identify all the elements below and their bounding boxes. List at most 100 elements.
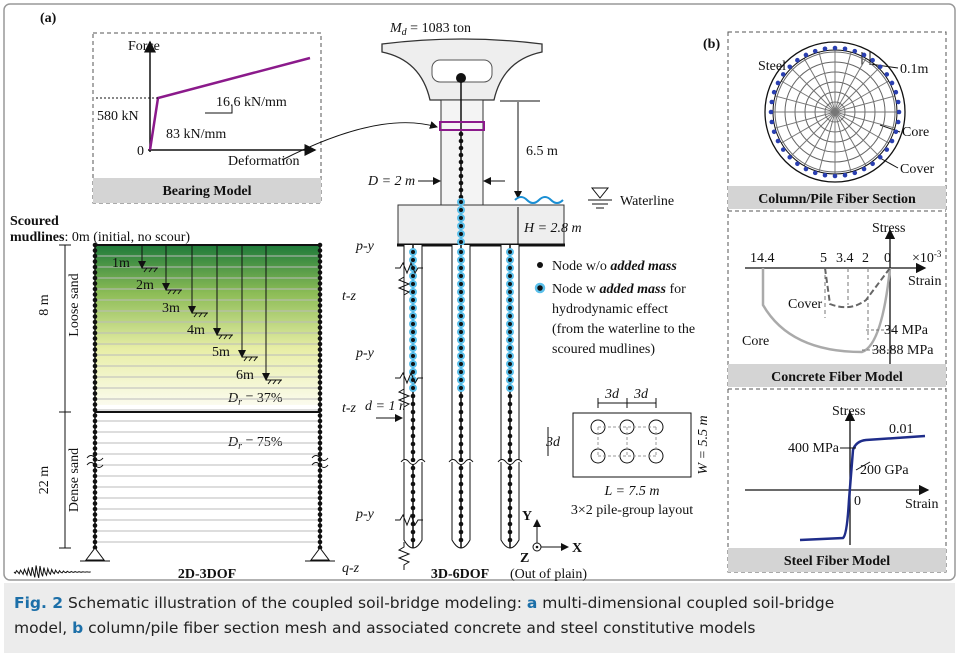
node — [411, 410, 416, 415]
node — [507, 313, 513, 319]
node — [93, 248, 98, 253]
node — [459, 530, 464, 535]
node — [93, 490, 98, 495]
steel-fiber — [804, 53, 809, 58]
node — [318, 512, 323, 517]
panel-b: Column/Pile Fiber Section Steel 0.1m Cor… — [728, 32, 946, 572]
legend-text: Node w — [552, 282, 599, 297]
node — [93, 419, 98, 424]
steel-fiber — [769, 120, 774, 125]
yield-label: 580 kN — [97, 109, 139, 124]
node — [318, 375, 323, 380]
steel-fiber — [795, 161, 800, 166]
layout-title: 3×2 pile-group layout — [571, 503, 693, 518]
page: (a) (b) Bearing Model Force Deformation … — [0, 0, 959, 656]
stiffness-label: 16.6 kN/mm — [216, 95, 287, 110]
steel-fiber — [890, 81, 895, 86]
node — [318, 479, 323, 484]
legend-emphasis: added mass — [610, 259, 677, 274]
axis-name: Z — [520, 551, 529, 566]
node — [508, 514, 513, 519]
node — [93, 298, 98, 303]
node — [93, 534, 98, 539]
node — [508, 394, 513, 399]
origin-label: 0 — [854, 494, 861, 509]
support — [86, 548, 104, 560]
caption-part: b — [72, 619, 83, 637]
steel-fiber — [772, 90, 777, 95]
steel-fiber — [772, 129, 777, 134]
soil-column: Scoured mudlines: 0m (initial, no scour)… — [10, 214, 335, 582]
scour-depth: 5m — [212, 345, 230, 360]
legend-text: Node w/o added mass — [552, 259, 677, 274]
steel-fiber — [781, 72, 786, 77]
dimension-label: W = 5.5 m — [696, 415, 711, 474]
node — [93, 413, 98, 418]
node — [508, 434, 513, 439]
node — [93, 397, 98, 402]
node — [508, 474, 513, 479]
node — [508, 418, 513, 423]
node — [318, 347, 323, 352]
node — [318, 452, 323, 457]
figure: (a) (b) Bearing Model Force Deformation … — [0, 0, 959, 583]
node — [508, 522, 513, 527]
node — [507, 329, 513, 335]
node — [318, 353, 323, 358]
node — [459, 402, 464, 407]
node — [93, 276, 98, 281]
node — [459, 418, 464, 423]
node — [458, 223, 464, 229]
node — [93, 270, 98, 275]
node — [458, 273, 464, 279]
node — [410, 321, 416, 327]
axis-note: (Out of plain) — [510, 567, 587, 582]
node — [318, 435, 323, 440]
caption-part: a — [527, 594, 537, 612]
node — [508, 458, 513, 463]
node — [318, 320, 323, 325]
node — [318, 534, 323, 539]
node — [459, 181, 464, 186]
hardening-label: 0.01 — [889, 422, 914, 437]
depth-label: 22 m — [37, 466, 52, 495]
node — [93, 364, 98, 369]
node — [459, 458, 464, 463]
steel-fiber — [890, 139, 895, 144]
steel-fiber — [852, 49, 857, 54]
node — [318, 243, 323, 248]
node — [93, 391, 98, 396]
scour-label: mudlines — [10, 230, 65, 245]
axis-label: Force — [128, 39, 160, 54]
node — [93, 331, 98, 336]
node — [318, 501, 323, 506]
node — [93, 430, 98, 435]
strain-tick: 5 — [820, 251, 827, 266]
axis-name: Y — [522, 509, 532, 524]
node — [318, 259, 323, 264]
panel-label: (a) — [40, 11, 57, 26]
caption-text: column/pile fiber section mesh and assoc… — [83, 619, 755, 637]
node — [459, 426, 464, 431]
axis-label: Strain — [908, 274, 941, 289]
node — [318, 485, 323, 490]
strain-tick: 14.4 — [750, 251, 775, 266]
node — [93, 320, 98, 325]
node — [458, 249, 464, 255]
node — [93, 259, 98, 264]
node — [507, 249, 513, 255]
node — [411, 482, 416, 487]
caption-fig: Fig. 2 — [14, 594, 63, 612]
legend-text: hydrodynamic effect — [552, 302, 668, 317]
node — [318, 446, 323, 451]
legend-text: scoured mudlines) — [552, 342, 655, 357]
node — [458, 265, 464, 271]
node — [93, 540, 98, 545]
node — [318, 507, 323, 512]
node — [93, 523, 98, 528]
node — [318, 303, 323, 308]
node — [93, 292, 98, 297]
origin-label: 0 — [137, 144, 144, 159]
node — [458, 239, 464, 245]
node — [318, 419, 323, 424]
